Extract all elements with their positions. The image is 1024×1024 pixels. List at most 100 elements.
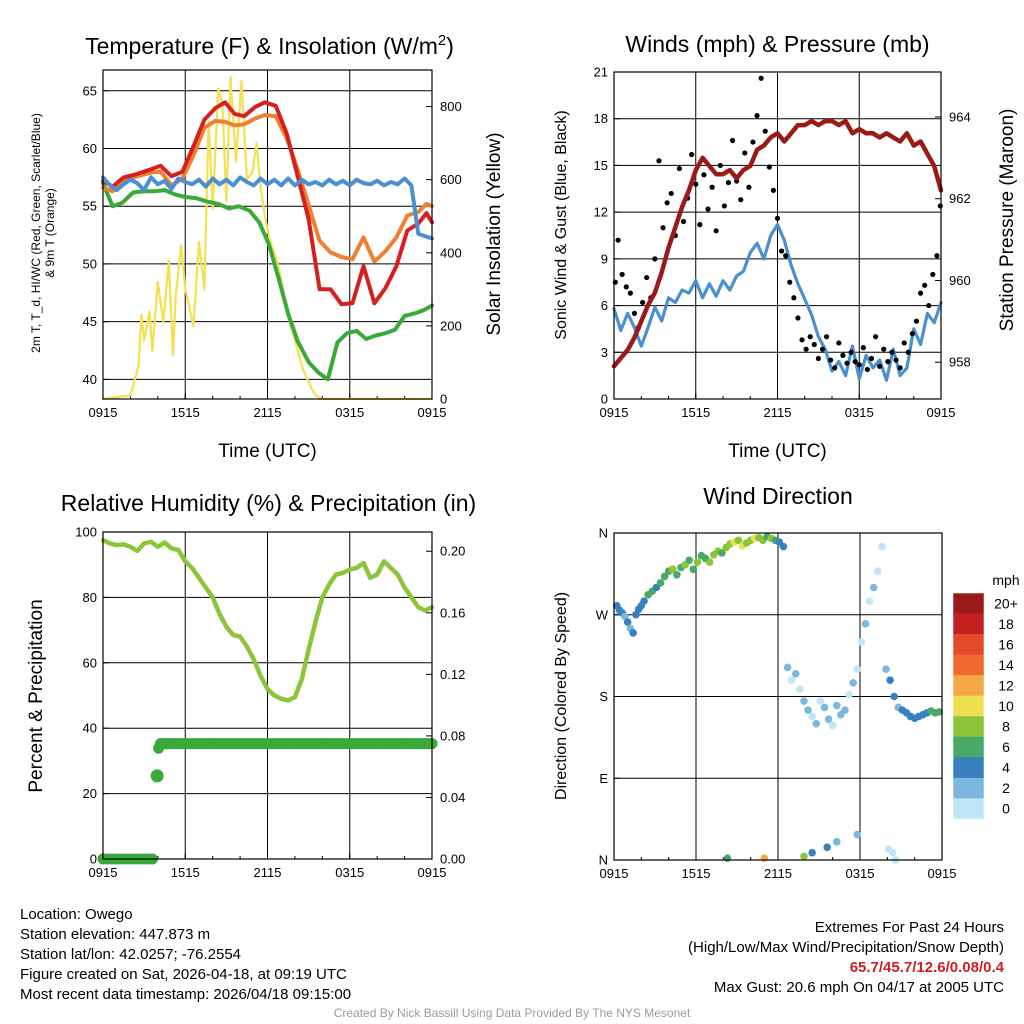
credit-text: Created By Nick Bassill Using Data Provi… [333,1006,691,1020]
colorbar-label: 8 [1002,719,1010,735]
direction-point [878,542,886,551]
direction-point [845,690,853,699]
wind-speed-line [612,223,943,382]
gust-point [738,197,744,203]
gust-point [868,355,875,362]
x-tick-label: 1515 [171,865,200,880]
direction-point [760,854,769,862]
gust-point [640,299,646,306]
direction-point [808,848,816,857]
direction-point [865,597,874,605]
direction-point [783,663,792,672]
colorbar-swatch [953,634,984,655]
direction-point [800,697,808,705]
gust-point [783,253,789,259]
colorbar-label: 12 [998,677,1014,693]
y-tick-label: 18 [594,111,608,126]
gust-point [717,162,723,169]
gust-point [901,340,907,346]
precip-point [399,738,411,750]
temperature-series-line [101,113,434,264]
colorbar-swatch [953,777,984,799]
colorbar-label: 4 [1002,760,1010,776]
y2-tick-label: 0.00 [440,852,465,867]
direction-point [723,854,732,862]
x-tick-label: 0315 [335,405,364,420]
y2-tick-label: 958 [949,355,971,370]
gust-point [856,362,862,368]
y-tick-label: 0 [90,852,97,867]
direction-point [656,579,665,587]
gust-point [742,150,748,156]
gust-point [689,151,695,158]
x-tick-label: 1515 [682,866,711,881]
direction-point [823,843,831,852]
humidity-panel: 0915 1515 2115 0315 09150204060801000.000.04… [26,490,476,880]
direction-point [882,665,890,674]
direction-point [685,556,693,565]
chart-title: Winds (mph) & Pressure (mb) [625,31,929,57]
gust-point [758,75,764,81]
gust-point [893,357,899,363]
colorbar-swatch [953,798,984,820]
precip-point [289,738,301,750]
colorbar-label: 20+ [994,595,1018,611]
x-tick-label: 0915 [600,866,629,881]
humidity-line [100,537,435,703]
extremes-title: Extremes For Past 24 Hours [814,919,1004,936]
direction-point [935,708,944,716]
gust-point [713,228,719,234]
direction-point [787,676,796,684]
y-tick-label: S [599,689,608,704]
precip-point [166,738,178,750]
direction-point [824,715,833,724]
direction-point [718,549,726,557]
y-tick-label: 6 [601,298,608,313]
y-tick-label: 60 [83,655,97,670]
gust-point [897,365,903,371]
pressure-line [611,118,944,369]
y-tick-label: 3 [601,345,608,360]
x-tick-label: 0915 [89,405,118,420]
winds-panel: 0915 1515 2115 0315 091503691215182195896096… [553,31,1018,462]
x-tick-label: 0915 [418,865,447,880]
y-axis-label-line1: 2m T, T_d, HI/WC (Red, Green, Scarlet/Bl… [29,113,43,353]
y-tick-label: 20 [83,786,97,801]
max-gust-text: Max Gust: 20.6 mph On 04/17 at 2005 UTC [713,979,1004,996]
x-tick-label: 2115 [764,405,792,420]
colorbar-label: 0 [1002,801,1010,817]
colorbar-label: 2 [1002,780,1010,796]
gust-point [909,331,915,337]
x-tick-label: 2115 [254,865,282,880]
gust-point [676,165,683,172]
direction-point [800,852,808,861]
gust-point [877,363,883,369]
gust-point [770,187,777,193]
direction-point [828,721,837,730]
gust-point [664,200,670,206]
gust-point [729,137,736,144]
recent-text: Most recent data timestamp: 2026/04/18 0… [20,986,352,1003]
colorbar-swatch [953,654,984,676]
station-info: Location: Owego Station elevation: 447.8… [20,905,351,1005]
direction-point [689,565,698,574]
y-tick-label: N [599,853,608,868]
x-tick-label: 2115 [764,866,792,881]
gust-point [881,346,887,352]
x-tick-label: 0915 [89,865,118,880]
colorbar-swatch [953,695,984,717]
gust-point [840,352,846,358]
direction-point [673,570,681,579]
gust-point [873,334,879,340]
gust-point [828,357,834,363]
gust-point [885,359,891,365]
gust-point [848,349,854,355]
direction-point [623,618,632,626]
direction-point [857,638,866,646]
speed-colorbar: 20+ 18 16 14 12 10 8 6 4 2 0 mph [952,572,1020,820]
extremes-values: 65.7/45.7/12.6/0.08/0.4 [849,959,1004,976]
gust-point [615,237,621,243]
gust-point [819,346,826,352]
gust-point [766,164,772,170]
gust-point [930,271,936,278]
